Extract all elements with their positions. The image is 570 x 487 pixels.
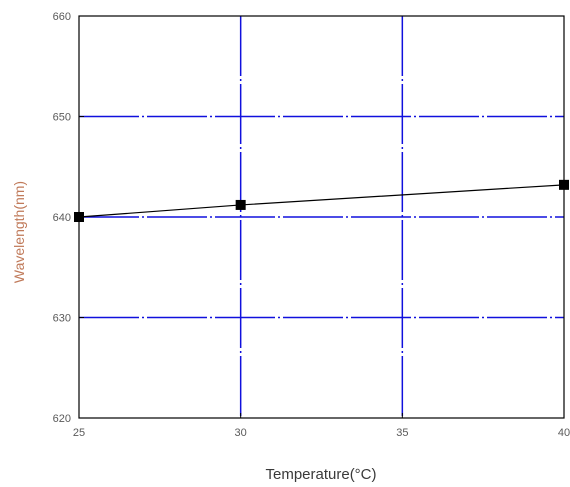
y-tick-label: 620 xyxy=(53,413,71,425)
y-tick-label: 650 xyxy=(53,112,71,124)
data-point-marker xyxy=(74,212,84,222)
y-tick-label: 630 xyxy=(53,313,71,325)
data-point-marker xyxy=(559,179,569,190)
y-axis-title: Wavelength(nm) xyxy=(11,181,27,283)
y-tick-label: 640 xyxy=(53,212,71,224)
data-point-marker xyxy=(235,199,246,210)
series-line xyxy=(78,184,565,218)
x-tick-label: 35 xyxy=(396,427,408,439)
x-tick-label: 40 xyxy=(558,427,570,439)
x-tick-label: 25 xyxy=(73,427,85,439)
grid-lines xyxy=(79,16,564,418)
x-axis-title: Temperature(°C) xyxy=(265,466,376,483)
y-tick-label: 660 xyxy=(53,11,71,23)
data-series xyxy=(74,179,569,222)
tick-labels: 25 30 35 40 620 630 640 650 660 xyxy=(53,11,570,439)
x-tick-label: 30 xyxy=(235,427,247,439)
